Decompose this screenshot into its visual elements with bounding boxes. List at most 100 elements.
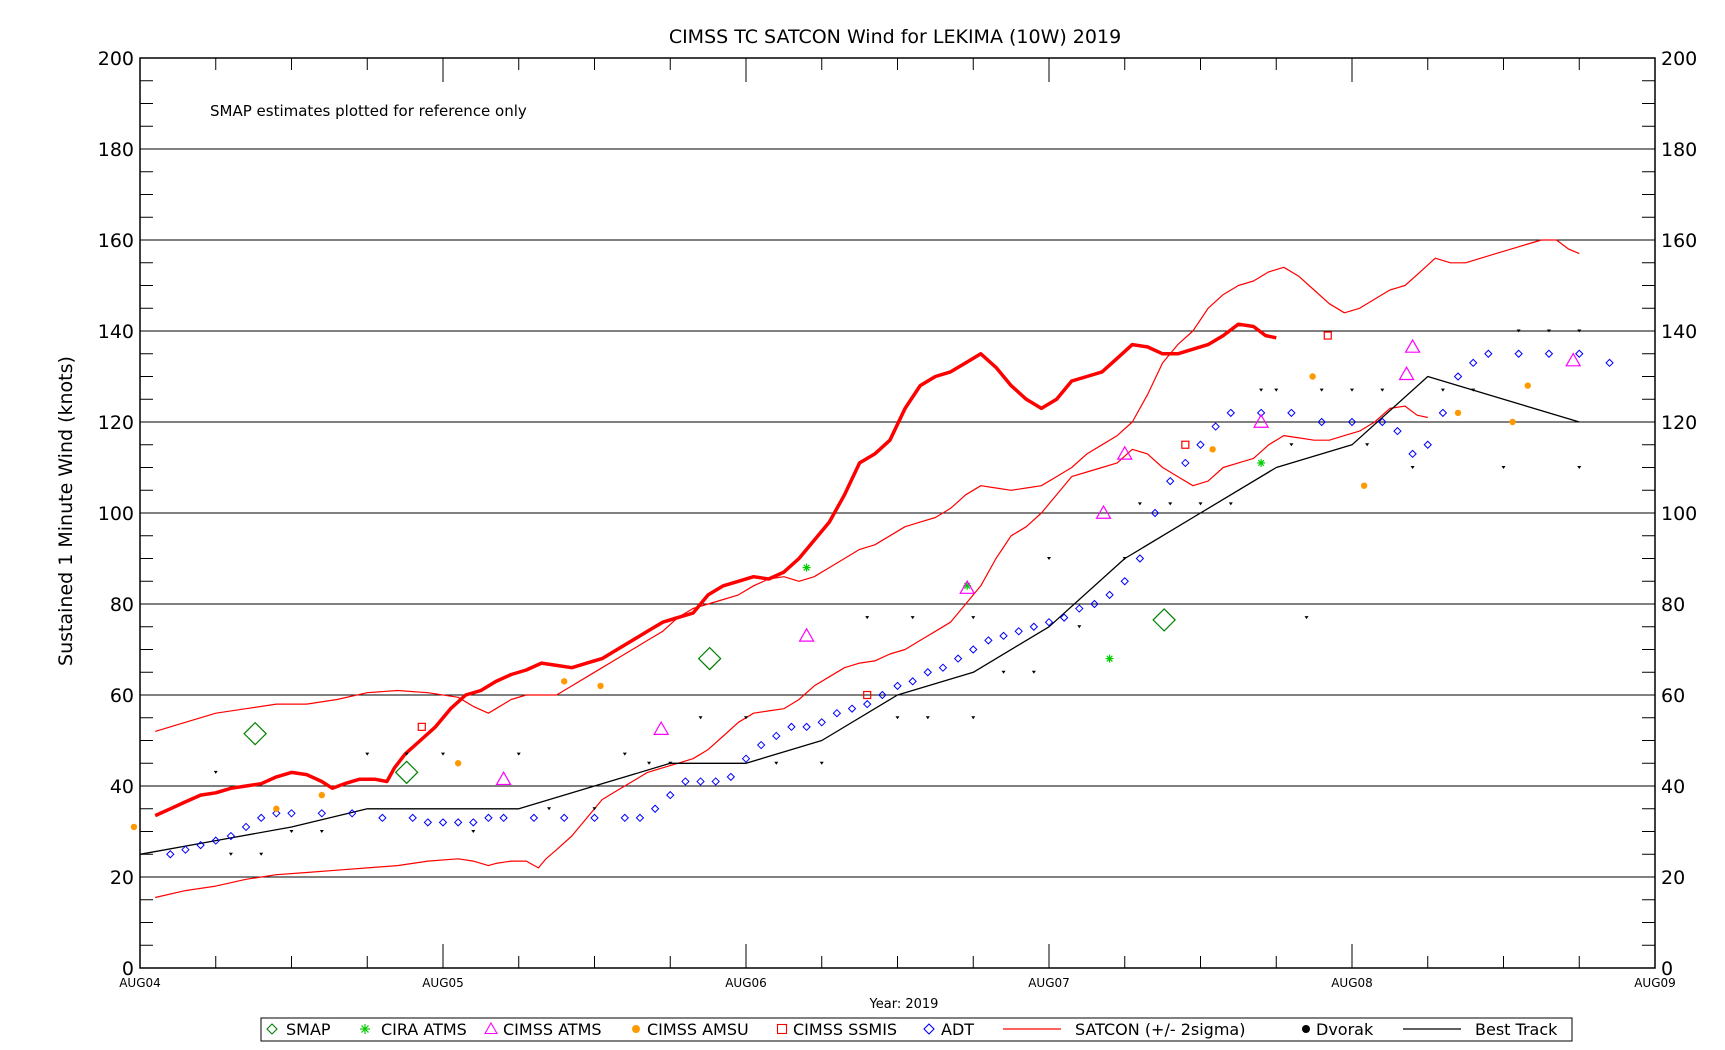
dvorak-point xyxy=(1516,329,1521,333)
adt-point xyxy=(1453,372,1463,381)
dvorak-point xyxy=(319,830,324,833)
x-tick-label: AUG08 xyxy=(1331,976,1373,990)
cimss-amsu-point xyxy=(1209,446,1216,453)
legend-swatch-adt xyxy=(923,1023,935,1035)
cimss-amsu-point xyxy=(561,678,568,685)
y-tick-label: 100 xyxy=(1661,503,1697,525)
dvorak-point xyxy=(698,716,703,720)
adt-point xyxy=(847,704,857,713)
adt-point xyxy=(1196,440,1205,449)
y-tick-label: 120 xyxy=(98,412,134,434)
adt-point xyxy=(1575,349,1584,358)
adt-point xyxy=(969,645,978,654)
cimss-amsu-point xyxy=(1309,373,1316,380)
legend-swatch-ssmis xyxy=(776,1023,788,1035)
adt-point xyxy=(1317,417,1326,427)
smap-point xyxy=(1152,608,1176,632)
adt-point xyxy=(590,813,599,823)
axes: 0 0 20 20 40 40 60 60 80 80 100 100 120 120 140 140 160 1… xyxy=(98,48,1698,990)
adt-point xyxy=(696,777,705,786)
cimss-atms-point xyxy=(1398,366,1415,381)
y-tick-label: 40 xyxy=(1661,776,1685,798)
cimss-amsu-point xyxy=(130,823,138,831)
adt-point xyxy=(453,818,463,827)
dvorak-point xyxy=(1031,670,1036,674)
y-tick-label: 60 xyxy=(110,685,134,707)
dvorak-point xyxy=(744,716,748,720)
adt-point xyxy=(378,813,387,823)
cimss-amsu-point xyxy=(454,760,462,767)
y-tick-label: 100 xyxy=(98,503,134,525)
satcon-upper-line xyxy=(155,239,1580,732)
y-tick-label: 160 xyxy=(98,230,134,252)
dvorak-point xyxy=(547,807,552,811)
dvorak-point xyxy=(925,716,930,720)
adt-point xyxy=(756,740,766,750)
y-tick-label: 20 xyxy=(110,867,134,889)
adt-point xyxy=(347,809,357,818)
adt-point xyxy=(650,804,660,813)
dvorak-point xyxy=(1577,329,1582,333)
dvorak-point xyxy=(622,752,627,756)
adt-point xyxy=(1150,508,1160,518)
legend-label-best: Best Track xyxy=(1475,1020,1558,1039)
adt-point xyxy=(681,777,690,786)
asterisk-stroke xyxy=(361,1025,369,1033)
adt-point xyxy=(438,818,448,827)
adt-point xyxy=(923,668,933,677)
y-tick-label: 0 xyxy=(1661,958,1673,980)
adt-point xyxy=(484,813,493,823)
adt-point xyxy=(226,831,236,841)
adt-point xyxy=(241,822,251,832)
y-tick-label: 180 xyxy=(98,139,134,161)
asterisk-stroke xyxy=(1257,459,1265,467)
dvorak-point xyxy=(1471,388,1476,392)
adt-point xyxy=(1484,349,1493,358)
y-tick-label: 160 xyxy=(1661,230,1697,252)
cimss-ssmis-point xyxy=(1323,331,1332,340)
adt-point xyxy=(893,681,902,691)
dvorak-point xyxy=(1304,616,1309,620)
cira-atms-point xyxy=(802,563,811,572)
cira-atms-point xyxy=(1257,458,1266,467)
adt-point xyxy=(287,809,296,818)
dvorak-point xyxy=(1380,388,1385,392)
dvorak-point xyxy=(289,830,294,833)
x-tick-label: AUG07 xyxy=(1028,976,1070,990)
cimss-atms-point xyxy=(1565,352,1582,367)
adt-point xyxy=(469,818,478,827)
adt-point xyxy=(1514,349,1523,358)
dvorak-point xyxy=(865,616,870,620)
adt-point xyxy=(166,850,175,859)
dvorak-point xyxy=(1577,466,1582,469)
best-track-line xyxy=(139,375,1580,855)
y-tick-label: 80 xyxy=(110,594,134,616)
cimss-atms-point xyxy=(798,627,815,642)
adt-point xyxy=(1090,599,1099,609)
dvorak-point xyxy=(516,752,521,756)
smap-point xyxy=(243,721,267,746)
legend-label-atms: CIMSS ATMS xyxy=(503,1020,602,1039)
adt-point xyxy=(953,654,963,663)
legend-swatch-cira xyxy=(360,1024,370,1034)
dvorak-point xyxy=(441,752,445,756)
adt-point xyxy=(1181,458,1190,468)
dvorak-point xyxy=(1001,670,1006,674)
legend-label-dvorak: Dvorak xyxy=(1316,1020,1374,1039)
dvorak-point xyxy=(1122,557,1127,560)
dvorak-point xyxy=(895,716,900,720)
cimss-atms-point xyxy=(653,720,670,735)
adt-point xyxy=(1544,349,1554,358)
y-tick-label: 140 xyxy=(1661,321,1697,343)
cimss-amsu-point xyxy=(273,805,280,812)
dvorak-point xyxy=(647,761,652,765)
adt-point xyxy=(317,809,327,818)
adt-point xyxy=(529,813,539,823)
legend-label-cira: CIRA ATMS xyxy=(381,1020,467,1039)
dvorak-point xyxy=(971,616,976,620)
y-tick-label: 40 xyxy=(110,776,134,798)
adt-point xyxy=(1408,449,1417,459)
adt-point xyxy=(272,809,281,818)
adt-point xyxy=(1468,358,1478,368)
dvorak-point xyxy=(1047,557,1051,560)
